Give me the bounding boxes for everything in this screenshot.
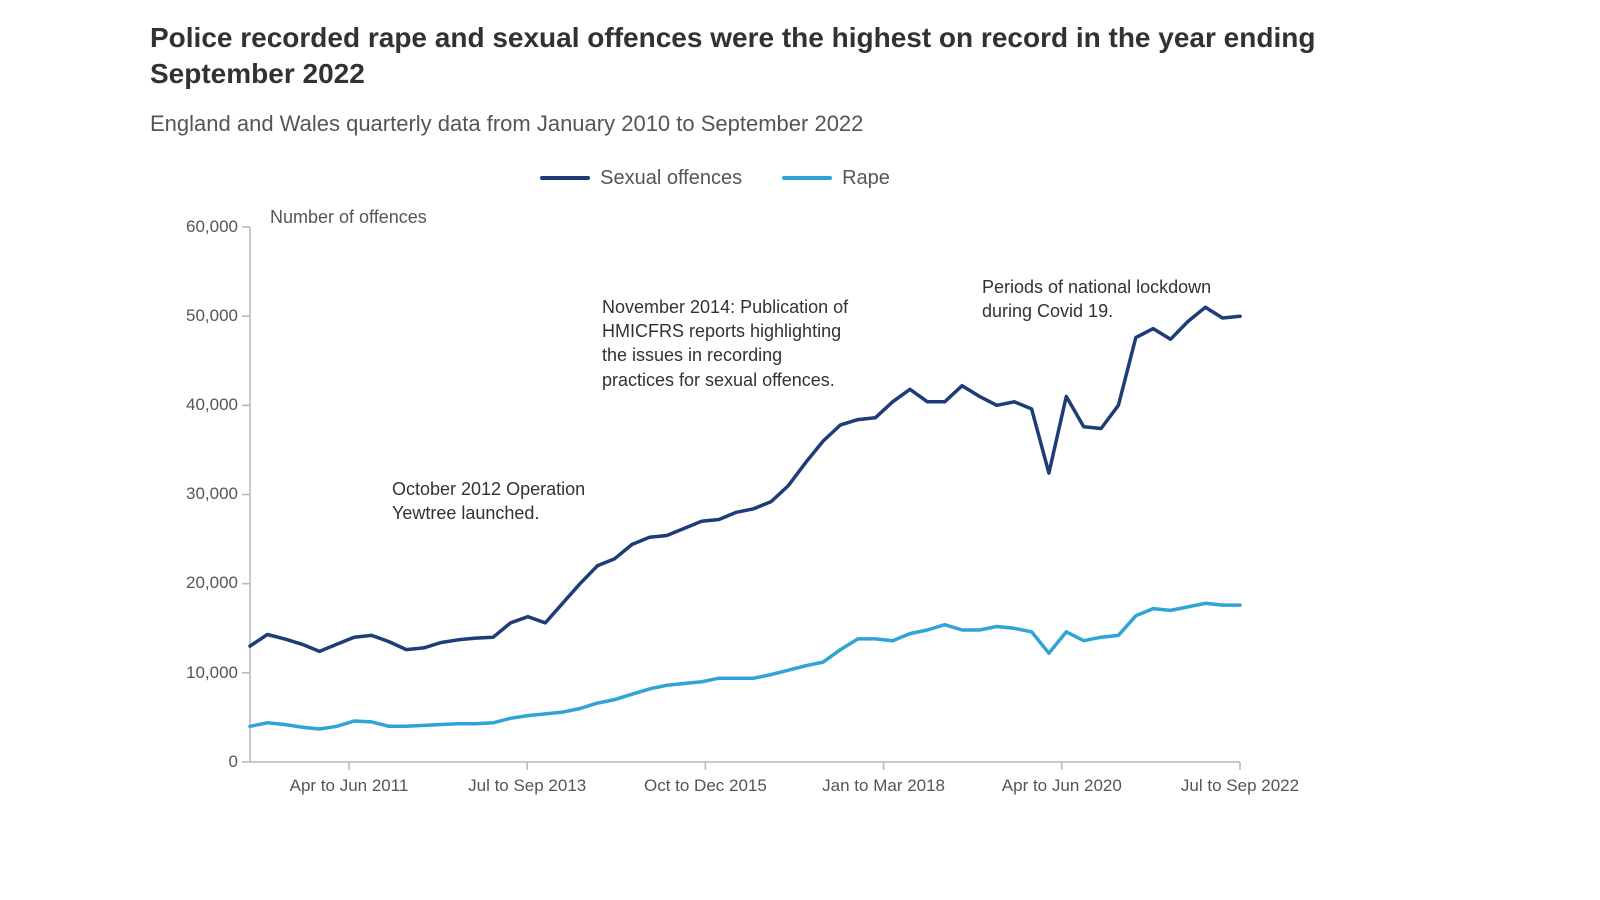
series-line xyxy=(250,603,1240,729)
chart-subtitle: England and Wales quarterly data from Ja… xyxy=(150,111,1450,137)
ytick-label: 0 xyxy=(158,752,238,772)
xtick-label: Oct to Dec 2015 xyxy=(644,776,767,796)
xtick-label: Jan to Mar 2018 xyxy=(822,776,945,796)
ytick-label: 60,000 xyxy=(158,217,238,237)
chart-annotation: Periods of national lockdown during Covi… xyxy=(982,275,1242,324)
chart-container: Police recorded rape and sexual offences… xyxy=(0,0,1600,900)
legend-item-sexual-offences: Sexual offences xyxy=(540,167,742,190)
legend-label: Rape xyxy=(842,167,890,190)
ytick-label: 40,000 xyxy=(158,395,238,415)
ytick-label: 30,000 xyxy=(158,484,238,504)
legend: Sexual offences Rape xyxy=(170,167,1260,190)
legend-label: Sexual offences xyxy=(600,167,742,190)
chart-svg xyxy=(170,167,1260,807)
chart-annotation: October 2012 Operation Yewtree launched. xyxy=(392,477,632,526)
chart-title: Police recorded rape and sexual offences… xyxy=(150,20,1450,93)
xtick-label: Jul to Sep 2022 xyxy=(1181,776,1299,796)
ytick-label: 20,000 xyxy=(158,573,238,593)
legend-item-rape: Rape xyxy=(782,167,890,190)
ytick-label: 50,000 xyxy=(158,306,238,326)
chart-annotation: November 2014: Publication of HMICFRS re… xyxy=(602,295,852,392)
y-axis-subtitle: Number of offences xyxy=(270,207,427,228)
xtick-label: Jul to Sep 2013 xyxy=(468,776,586,796)
xtick-label: Apr to Jun 2011 xyxy=(290,776,409,796)
legend-swatch xyxy=(782,176,832,180)
chart-area: Sexual offences Rape 010,00020,00030,000… xyxy=(170,167,1260,807)
xtick-label: Apr to Jun 2020 xyxy=(1002,776,1122,796)
legend-swatch xyxy=(540,176,590,180)
ytick-label: 10,000 xyxy=(158,663,238,683)
